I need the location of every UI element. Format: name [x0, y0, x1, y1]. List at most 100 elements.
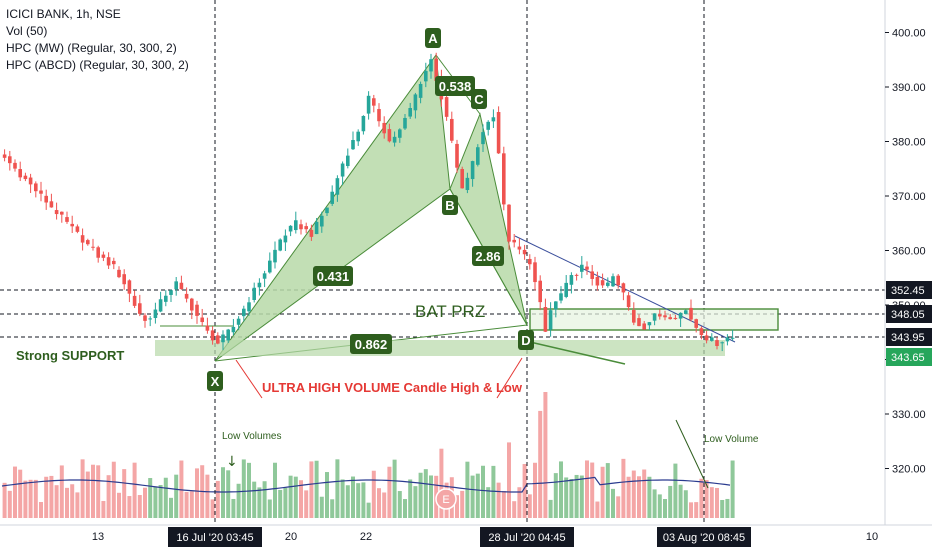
candle: [621, 283, 626, 293]
volume-bar: [704, 479, 709, 518]
candle: [8, 156, 12, 164]
candle: [356, 131, 360, 142]
chart-legend: ICICI BANK, 1h, NSE Vol (50) HPC (MW) (R…: [6, 6, 189, 74]
volume-bar: [403, 499, 407, 518]
candle: [434, 58, 438, 81]
candle: [626, 295, 631, 308]
candle: [476, 147, 480, 165]
volume-bar: [486, 487, 491, 518]
candle: [106, 257, 111, 266]
candle: [580, 264, 584, 272]
volume-bar: [215, 480, 220, 518]
time-tag-bg: [168, 527, 262, 547]
volume-bar: [54, 485, 59, 518]
volume-bar: [335, 459, 340, 518]
candle: [470, 161, 475, 180]
legend-volume[interactable]: Vol (50): [6, 24, 48, 38]
candle: [663, 315, 667, 318]
volume-bar: [106, 475, 111, 518]
volume-bar: [143, 487, 147, 518]
candle: [481, 132, 485, 145]
candle: [132, 295, 137, 306]
volume-bar: [689, 502, 693, 518]
volume-bar: [351, 476, 355, 518]
candle: [205, 325, 210, 331]
candle: [512, 239, 516, 243]
candle: [86, 240, 90, 245]
candle: [715, 340, 719, 346]
time-tick-label: 13: [92, 531, 104, 543]
candle: [309, 229, 314, 237]
candle: [221, 334, 225, 343]
volume-bar: [13, 466, 17, 518]
price-axis[interactable]: 320.00330.00340.00350.00360.00370.00380.…: [884, 0, 932, 525]
volume-bar: [496, 482, 501, 518]
candle: [678, 312, 683, 319]
volume-bar: [39, 502, 43, 518]
event-marker-icon: [435, 488, 457, 510]
low-volume-label: Low Volume: [704, 434, 759, 445]
support-trendline: [529, 341, 626, 365]
volume-bar: [304, 490, 309, 518]
candle: [652, 313, 657, 321]
volume-bar: [611, 488, 615, 518]
price-tick-label: 400.00: [892, 28, 926, 40]
candle: [450, 118, 454, 141]
volume-bar: [507, 442, 511, 518]
volume-bar: [538, 410, 543, 518]
pattern-triangle-bcd: [449, 112, 528, 326]
candle: [460, 169, 464, 189]
volume-bar: [512, 501, 517, 518]
price-tag: 348.05: [891, 309, 925, 321]
volume-bar: [132, 462, 137, 518]
candle: [528, 258, 532, 265]
volume-bar: [730, 460, 735, 518]
point-label-a: A: [428, 31, 438, 46]
legend-hpc-abcd[interactable]: HPC (ABCD) (Regular, 30, 300, 2): [6, 58, 189, 72]
volume-bar: [195, 468, 199, 518]
candle: [346, 155, 350, 167]
time-tag: 16 Jul '20 03:45: [176, 532, 253, 544]
candle: [611, 276, 615, 287]
volume-bar: [382, 492, 387, 518]
candle: [34, 183, 38, 192]
harmonic-pattern: [155, 53, 779, 365]
volume-bar: [148, 478, 153, 518]
volume-bar: [616, 496, 621, 518]
volume-bar: [49, 475, 54, 518]
price-tick-label: 330.00: [892, 409, 926, 421]
volume-bar: [465, 461, 470, 518]
candle: [184, 293, 189, 299]
price-tick-label: 320.00: [892, 464, 926, 476]
volume-bar: [189, 491, 194, 518]
candle: [122, 274, 126, 285]
time-tag-bg: [657, 527, 751, 547]
candle: [143, 315, 147, 321]
candle: [325, 207, 329, 214]
legend-symbol[interactable]: ICICI BANK, 1h, NSE: [6, 7, 121, 21]
candle: [694, 319, 698, 328]
legend-hpc-mw[interactable]: HPC (MW) (Regular, 30, 300, 2): [6, 41, 177, 55]
volume-bar: [439, 448, 444, 518]
price-tag-bg: [886, 328, 932, 346]
candle: [606, 282, 610, 286]
candle: [49, 201, 54, 208]
candle: [548, 310, 553, 330]
volume-bar: [7, 490, 12, 518]
time-axis[interactable]: 13 20 22 10 16 Jul '20 03:45 28 Jul '20 04:45…: [0, 524, 932, 550]
candle: [600, 280, 605, 286]
low-volumes-label: Low Volumes: [222, 431, 281, 442]
candle: [387, 129, 392, 142]
volume-bar: [455, 495, 459, 518]
candle: [242, 308, 246, 317]
volume-bar: [226, 470, 231, 518]
volume-bar: [423, 469, 428, 518]
volume-bar: [491, 465, 496, 518]
candle: [226, 329, 230, 341]
price-tick-label: 390.00: [892, 82, 926, 94]
candle: [398, 129, 402, 138]
volume-bar: [96, 465, 101, 518]
point-label-a-bg: [425, 28, 441, 48]
volume-bar: [75, 492, 80, 518]
